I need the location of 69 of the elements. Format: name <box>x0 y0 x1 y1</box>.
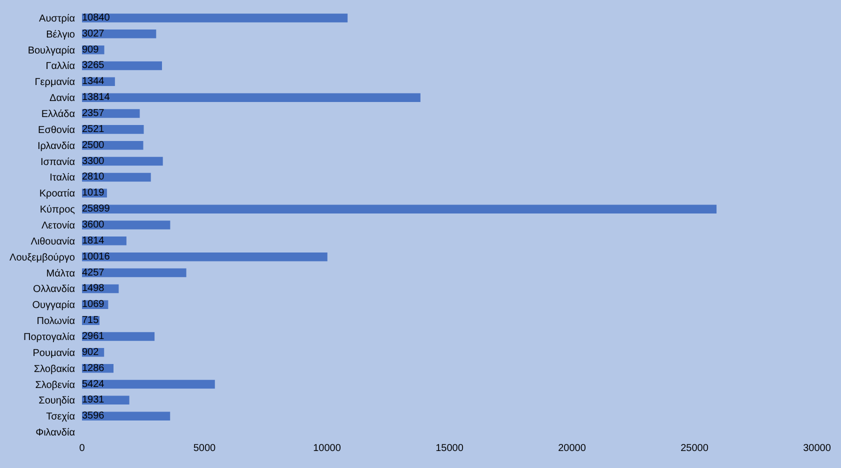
data-label: 5424 <box>82 378 105 390</box>
data-label: 2810 <box>82 172 105 183</box>
bar <box>82 93 420 102</box>
data-label: 3027 <box>82 28 105 40</box>
data-label: 1069 <box>82 299 105 310</box>
data-label: 3596 <box>82 410 105 422</box>
data-label: 1019 <box>82 188 105 199</box>
data-label: 1286 <box>82 362 105 374</box>
data-label: 3600 <box>82 220 105 230</box>
data-label: 2961 <box>82 330 105 342</box>
y-tick-label: Σλοβενία <box>35 380 76 391</box>
y-tick-label: Αυστρία <box>39 13 76 24</box>
y-tick-label: Ιρλανδία <box>38 140 76 152</box>
bar <box>82 252 328 262</box>
y-tick-label: Ολλανδία <box>33 284 76 296</box>
data-label: 902 <box>82 346 100 358</box>
y-tick-label: Λετονία <box>41 220 76 232</box>
data-label: 2357 <box>82 108 105 120</box>
data-label: 2500 <box>82 140 105 151</box>
y-tick-label: Σουηδία <box>38 396 76 407</box>
bar <box>82 412 170 420</box>
data-label: 1814 <box>82 235 105 246</box>
y-tick-label: Σλοβακία <box>34 364 76 375</box>
data-label: 13814 <box>82 92 110 104</box>
y-tick-label: Βουλγαρία <box>28 45 76 56</box>
y-tick-label: Ρουμανία <box>32 348 76 359</box>
y-tick-label: Γερμανία <box>34 77 76 88</box>
data-label: 1931 <box>82 394 105 406</box>
y-tick-label: Πορτογαλία <box>24 332 76 343</box>
x-tick-label: 30000 <box>803 443 832 454</box>
x-tick-label: 20000 <box>558 443 586 454</box>
y-tick-label: Τσεχία <box>46 412 76 423</box>
x-tick-label: 5000 <box>193 443 216 454</box>
x-tick-label: 25000 <box>680 443 709 454</box>
y-tick-label: Λουξεμβούργο <box>10 252 76 264</box>
y-tick-label: Μάλτα <box>46 268 76 280</box>
y-tick-label: Ισπανία <box>40 156 76 168</box>
data-label: 2521 <box>82 124 105 135</box>
bar <box>82 30 156 38</box>
bar <box>82 14 348 22</box>
data-label: 3265 <box>82 60 105 72</box>
data-label: 10016 <box>82 251 110 262</box>
y-tick-label: Πολωνία <box>36 316 76 328</box>
y-tick-label: Κροατία <box>39 188 76 200</box>
data-label: 1344 <box>82 76 105 88</box>
data-label: 909 <box>82 44 100 56</box>
y-tick-label: Ουγγαρία <box>32 300 76 312</box>
x-tick-label: 15000 <box>436 443 464 454</box>
bar <box>82 332 155 341</box>
y-tick-label: Φιλανδία <box>36 428 76 439</box>
data-label: 3300 <box>82 156 105 167</box>
data-label: 25899 <box>82 204 110 215</box>
y-tick-label: Εσθονία <box>38 124 76 136</box>
y-tick-label: Δανία <box>50 93 76 104</box>
bar <box>82 204 717 214</box>
y-tick-label: Ιταλία <box>50 172 76 184</box>
y-tick-label: Γαλλία <box>46 61 76 72</box>
x-tick-label: 10000 <box>313 443 342 454</box>
y-tick-label: Λιθουανία <box>30 236 76 248</box>
data-label: 1498 <box>82 283 105 294</box>
y-tick-label: Κύπρος <box>40 204 76 216</box>
data-label: 715 <box>82 315 100 326</box>
y-tick-label: Βέλγιο <box>46 29 76 40</box>
data-label: 4257 <box>82 267 105 278</box>
bar <box>82 380 215 389</box>
data-label: 10840 <box>82 12 110 24</box>
x-tick-label: 0 <box>79 443 86 454</box>
bar <box>82 220 170 230</box>
y-tick-label: Ελλάδα <box>41 109 76 120</box>
